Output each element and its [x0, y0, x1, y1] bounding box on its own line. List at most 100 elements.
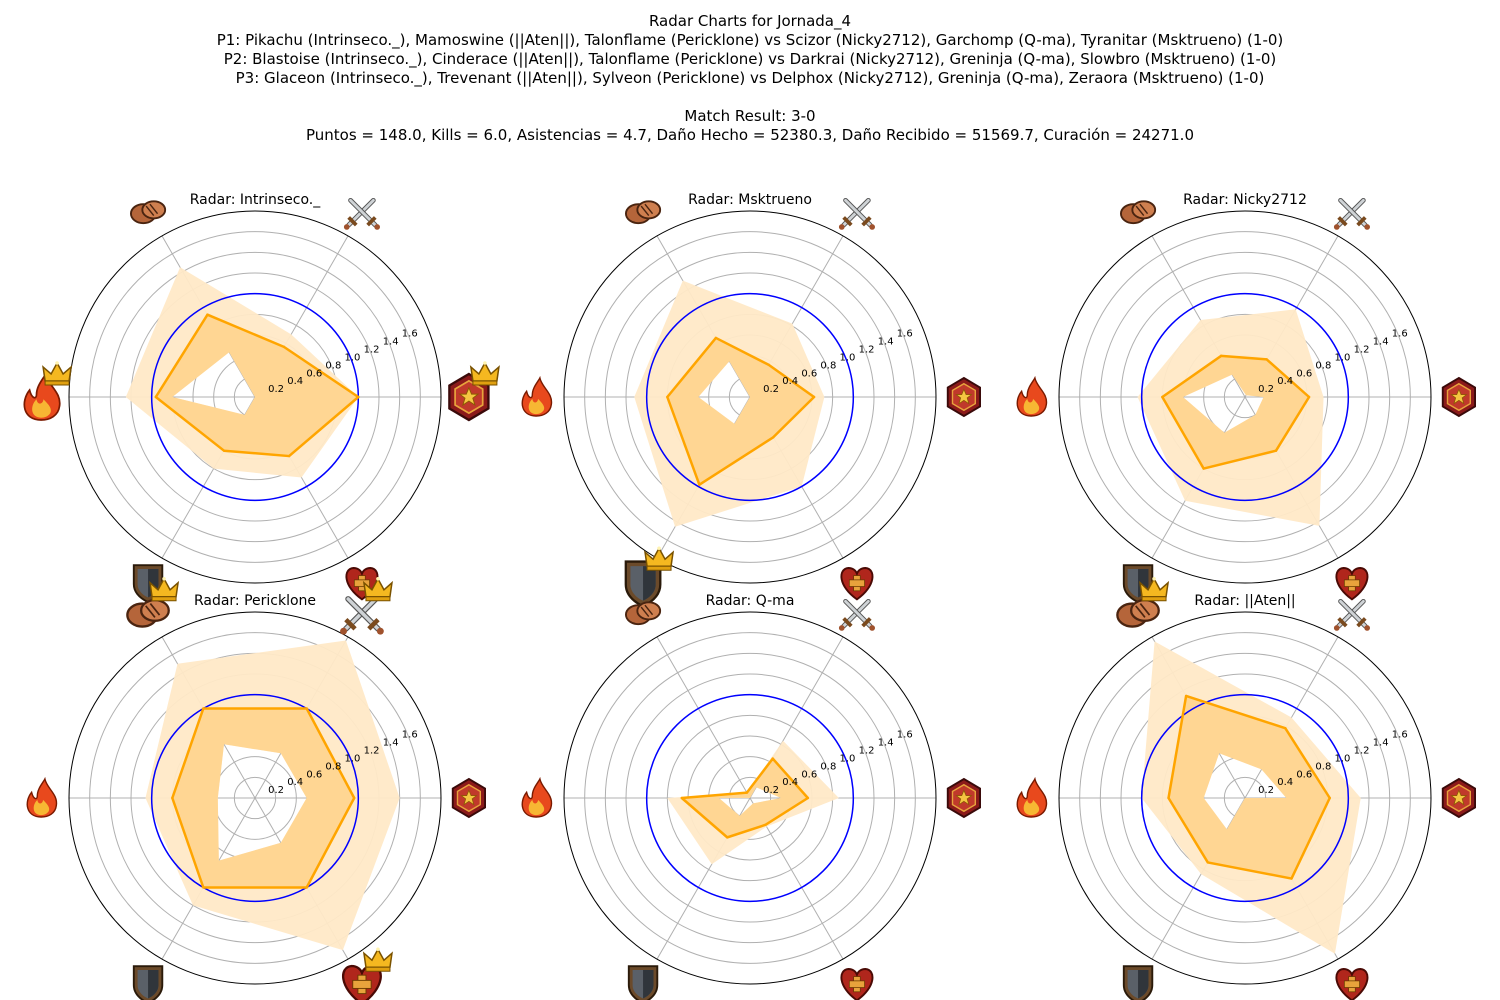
outer-circle	[563, 210, 937, 584]
r-tick-label: 1.6	[897, 730, 913, 741]
value-point	[305, 707, 308, 710]
star-badge-icon	[946, 377, 982, 417]
crossed-swords-icon	[839, 601, 875, 630]
crown-icon	[363, 946, 393, 972]
axis-spoke	[1244, 636, 1339, 799]
value-point	[812, 395, 816, 399]
star-badge-icon	[451, 778, 486, 818]
r-tick-label: 1.2	[859, 746, 875, 757]
fire-icon	[26, 778, 58, 818]
handshake-icon	[625, 200, 662, 225]
r-tick-label: 1.4	[383, 738, 399, 749]
radar-chart: 0.20.40.60.8 1.01.21.41.6 Radar: ||Aten||	[1016, 576, 1477, 1000]
r-tick-label: 1.0	[345, 753, 361, 764]
radar-chart: 0.20.40.60.8 1.01.21.41.6 Radar: Nicky2712	[1016, 192, 1477, 604]
value-point	[222, 449, 226, 452]
r-tick-label: 1.6	[1392, 730, 1408, 741]
r-tick-label: 0.6	[306, 368, 322, 379]
fire-icon	[521, 377, 553, 417]
r-tick-label: 0.2	[268, 785, 284, 796]
value-point	[666, 395, 669, 399]
range-band	[1137, 309, 1324, 526]
r-tick-label: 1.0	[1335, 753, 1351, 764]
chart-title: Radar: ||Aten||	[1194, 593, 1295, 609]
value-point	[202, 707, 205, 710]
crossed-swords-icon	[344, 200, 380, 229]
value-point	[1161, 395, 1164, 399]
reference-circle	[150, 693, 360, 903]
value-area	[155, 314, 359, 457]
value-point	[353, 796, 356, 800]
reference-circle	[645, 292, 855, 502]
star-badge-icon	[946, 778, 982, 818]
radar-chart: 0.20.40.60.8 1.01.21.41.6 Radar: Msktrueno	[521, 192, 982, 608]
outer-circle	[1058, 210, 1432, 584]
value-point	[1220, 354, 1223, 358]
match-p2-line: P2: Blastoise (Intrinseco._), Cinderace …	[223, 50, 1277, 68]
r-tick-label: 1.2	[859, 345, 875, 356]
r-tick-label: 0.2	[1258, 384, 1274, 395]
shield-icon	[627, 965, 659, 1000]
value-point	[282, 345, 286, 349]
value-point	[1328, 796, 1331, 800]
value-point	[1202, 467, 1205, 470]
r-tick-label: 0.6	[1296, 769, 1312, 780]
value-point	[171, 796, 174, 800]
r-tick-label: 0.4	[1277, 376, 1293, 387]
star-badge-icon	[1441, 377, 1477, 417]
value-point	[305, 886, 308, 889]
r-tick-label: 0.4	[1277, 777, 1293, 788]
value-point	[206, 313, 209, 316]
value-point	[1290, 877, 1293, 880]
heart-plus-icon	[840, 968, 874, 1000]
heart-plus-icon	[1335, 968, 1369, 1000]
outer-circle	[68, 611, 442, 985]
r-tick-label: 1.6	[1392, 329, 1408, 340]
crossed-swords-icon	[1334, 601, 1370, 630]
outer-circle	[68, 210, 442, 584]
r-tick-label: 0.8	[325, 360, 341, 371]
chart-title: Radar: Q-ma	[706, 593, 795, 609]
r-tick-label: 1.6	[402, 329, 418, 340]
value-point	[745, 791, 749, 794]
value-point	[287, 454, 291, 458]
figure-title: Radar Charts for Jornada_4	[648, 12, 852, 30]
r-tick-label: 0.6	[801, 368, 817, 379]
r-tick-label: 1.0	[345, 352, 361, 363]
crown-icon	[42, 360, 72, 386]
crossed-swords-icon	[340, 599, 384, 635]
fire-icon	[1016, 778, 1048, 818]
outer-circle	[563, 611, 937, 985]
r-tick-label: 0.2	[268, 384, 284, 395]
r-tick-label: 0.6	[1296, 368, 1312, 379]
handshake-icon	[1120, 200, 1157, 225]
handshake-icon	[129, 200, 167, 225]
r-tick-label: 0.4	[287, 376, 303, 387]
r-tick-label: 1.0	[840, 753, 856, 764]
heart-plus-icon	[1335, 567, 1369, 601]
chart-title: Radar: Msktrueno	[688, 192, 812, 208]
r-tick-label: 0.8	[1315, 761, 1331, 772]
crown-icon	[470, 360, 500, 386]
value-point	[1274, 449, 1278, 452]
shield-icon	[1122, 965, 1154, 1000]
value-point	[1265, 358, 1268, 361]
match-stats: Puntos = 148.0, Kills = 6.0, Asistencias…	[305, 126, 1194, 144]
reference-circle	[1140, 693, 1350, 903]
r-tick-label: 1.4	[383, 337, 399, 348]
r-tick-label: 1.4	[1373, 738, 1389, 749]
r-tick-label: 1.6	[402, 730, 418, 741]
range-band	[667, 740, 839, 865]
figure-header: Radar Charts for Jornada_4 P1: Pikachu (…	[0, 12, 1500, 145]
r-tick-label: 1.2	[1354, 345, 1370, 356]
value-point	[726, 836, 729, 839]
shield-icon	[132, 965, 164, 1000]
handshake-icon	[126, 598, 170, 628]
value-point	[771, 757, 774, 760]
value-point	[202, 886, 205, 889]
radar-chart: 0.20.40.60.8 1.01.21.41.6 Radar: Pericklon…	[26, 576, 486, 1000]
r-tick-label: 0.8	[1315, 360, 1331, 371]
value-point	[764, 823, 767, 827]
r-tick-label: 1.6	[897, 329, 913, 340]
r-tick-label: 1.2	[364, 345, 380, 356]
